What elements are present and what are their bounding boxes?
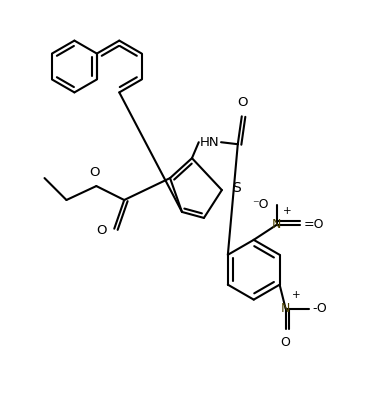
Text: -O: -O (313, 302, 328, 315)
Text: S: S (232, 181, 240, 195)
Text: O: O (237, 96, 248, 109)
Text: +: + (292, 290, 300, 300)
Text: N: N (281, 302, 290, 315)
Text: HN: HN (200, 136, 220, 149)
Text: O: O (97, 224, 107, 237)
Text: O: O (281, 336, 291, 349)
Text: O: O (89, 166, 100, 179)
Text: =O: =O (303, 218, 324, 231)
Text: ⁻O: ⁻O (253, 198, 269, 211)
Text: N: N (272, 218, 281, 231)
Text: +: + (283, 206, 291, 216)
